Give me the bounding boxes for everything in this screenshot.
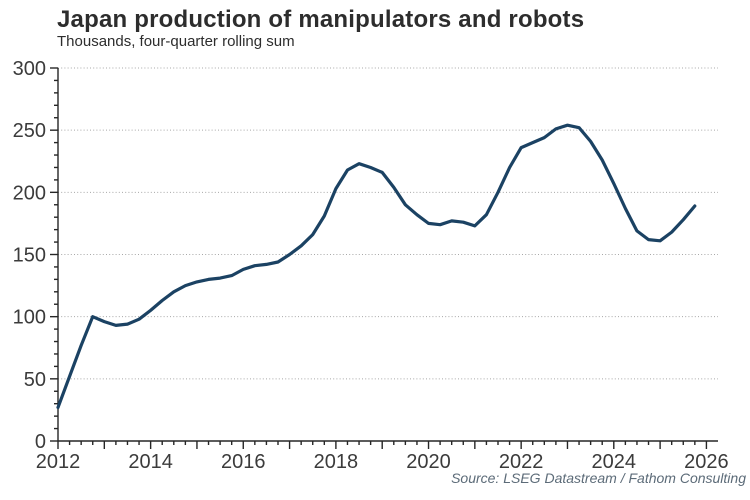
x-tick-label: 2020: [406, 451, 451, 473]
x-tick-label: 2026: [684, 451, 729, 473]
chart-title: Japan production of manipulators and rob…: [57, 6, 585, 33]
x-tick-label: 2012: [36, 451, 81, 473]
y-tick-label: 150: [13, 245, 46, 267]
data-line: [56, 123, 697, 409]
x-tick-label: 2016: [221, 451, 266, 473]
y-tick-label: 250: [13, 120, 46, 142]
x-tick-label: 2024: [592, 451, 637, 473]
y-tick-label: 300: [13, 58, 46, 80]
y-tick-label: 100: [13, 307, 46, 329]
y-tick-label: 0: [35, 431, 46, 453]
y-tick-label: 50: [24, 369, 46, 391]
x-tick-label: 2018: [314, 451, 359, 473]
x-tick-label: 2014: [128, 451, 173, 473]
x-tick-label: 2022: [499, 451, 544, 473]
y-tick-label: 200: [13, 182, 46, 204]
chart-subtitle: Thousands, four-quarter rolling sum: [57, 33, 295, 50]
source-note: Source: LSEG Datastream / Fathom Consult…: [451, 470, 746, 486]
